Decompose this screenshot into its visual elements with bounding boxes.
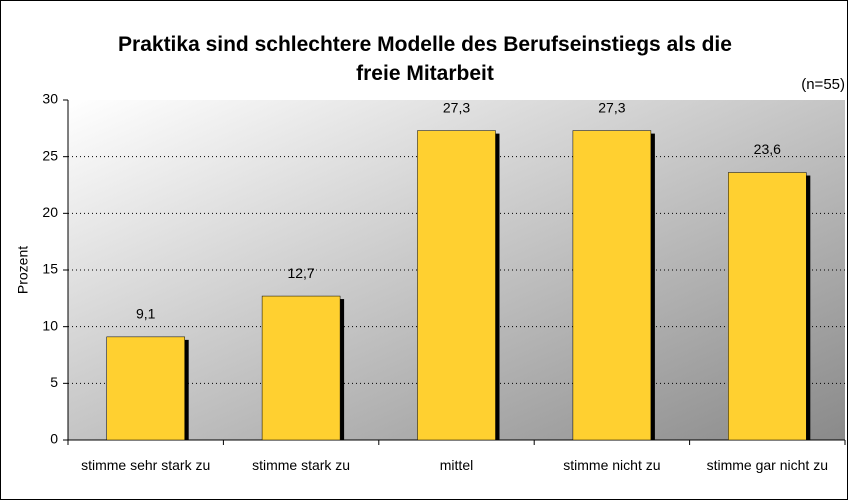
x-tick-label: mittel (439, 457, 474, 473)
bar (261, 295, 341, 441)
bar (106, 336, 185, 441)
y-tick-label: 30 (42, 91, 58, 107)
data-label: 9,1 (136, 306, 156, 322)
y-tick-label: 20 (42, 204, 58, 220)
y-tick-label: 10 (42, 317, 58, 333)
y-tick-label: 0 (50, 431, 58, 447)
y-tick-label: 15 (42, 261, 58, 277)
data-label: 27,3 (443, 99, 470, 115)
data-label: 23,6 (754, 141, 781, 157)
x-tick-label: stimme sehr stark zu (81, 457, 211, 473)
annotation: (n=55) (801, 76, 845, 93)
bar (728, 172, 807, 441)
y-tick-label: 25 (42, 147, 58, 163)
y-tick-label: 5 (50, 374, 58, 390)
x-tick-label: stimme stark zu (252, 457, 351, 473)
chart-title: Praktika sind schlechtere Modelle des Be… (118, 33, 732, 85)
data-label: 27,3 (598, 99, 625, 115)
y-axis-label: Prozent (15, 246, 31, 294)
bar (417, 130, 496, 441)
bar (572, 130, 652, 441)
data-label: 12,7 (287, 265, 314, 281)
x-tick-label: stimme gar nicht zu (706, 457, 828, 473)
x-tick-label: stimme nicht zu (563, 457, 661, 473)
